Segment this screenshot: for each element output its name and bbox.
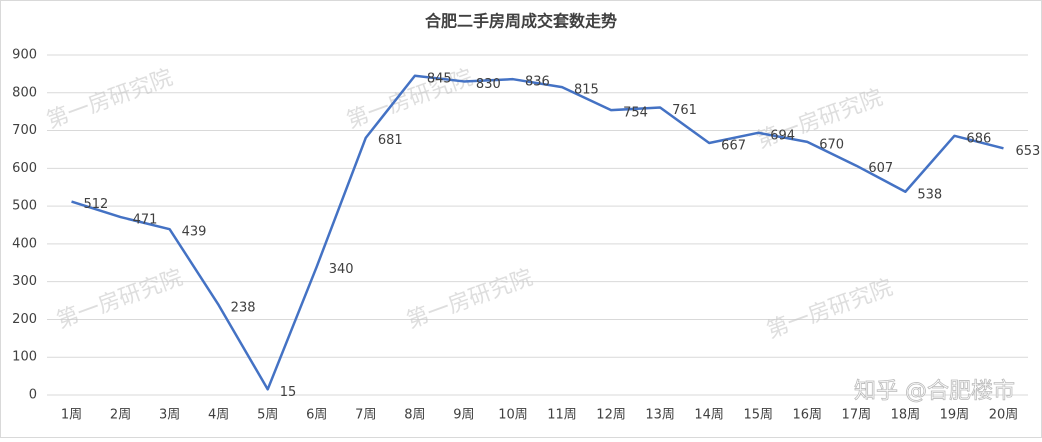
data-label: 340 <box>329 262 354 277</box>
y-tick-label: 900 <box>12 48 37 63</box>
data-label: 686 <box>966 131 991 146</box>
x-tick-label: 8周 <box>404 408 425 423</box>
y-tick-label: 500 <box>12 199 37 214</box>
x-tick-label: 1周 <box>61 408 82 423</box>
x-tick-label: 12周 <box>596 408 626 423</box>
y-tick-label: 400 <box>12 236 37 251</box>
x-tick-label: 3周 <box>159 408 180 423</box>
data-label: 238 <box>231 301 256 316</box>
y-tick-label: 200 <box>12 312 37 327</box>
data-label: 538 <box>917 187 942 202</box>
y-tick-label: 100 <box>12 350 37 365</box>
x-tick-label: 11周 <box>547 408 577 423</box>
x-tick-label: 17周 <box>842 408 872 423</box>
x-tick-label: 10周 <box>498 408 528 423</box>
data-label: 681 <box>378 133 403 148</box>
data-label: 761 <box>672 103 697 118</box>
y-tick-label: 600 <box>12 161 37 176</box>
x-tick-label: 16周 <box>793 408 823 423</box>
data-label: 694 <box>770 128 795 143</box>
x-tick-label: 15周 <box>743 408 773 423</box>
data-label: 439 <box>182 225 207 240</box>
x-tick-label: 13周 <box>645 408 675 423</box>
x-tick-label: 19周 <box>940 408 970 423</box>
y-tick-label: 0 <box>29 388 37 403</box>
data-label: 815 <box>574 83 599 98</box>
x-tick-label: 9周 <box>453 408 474 423</box>
y-tick-label: 700 <box>12 123 37 138</box>
x-tick-label: 6周 <box>306 408 327 423</box>
x-tick-label: 4周 <box>208 408 229 423</box>
x-tick-label: 20周 <box>989 408 1019 423</box>
x-tick-label: 7周 <box>355 408 376 423</box>
x-tick-label: 5周 <box>257 408 278 423</box>
x-tick-label: 14周 <box>694 408 724 423</box>
data-label: 15 <box>280 385 297 400</box>
data-label: 607 <box>868 161 893 176</box>
y-tick-label: 800 <box>12 85 37 100</box>
data-label: 667 <box>721 139 746 154</box>
data-label: 653 <box>1015 144 1040 159</box>
data-label: 670 <box>819 137 844 152</box>
x-tick-label: 2周 <box>110 408 131 423</box>
line-series <box>71 74 1004 391</box>
data-label: 830 <box>476 77 501 92</box>
credit: 知乎 @合肥楼市 <box>854 379 1015 404</box>
data-label: 754 <box>623 106 648 121</box>
data-label: 836 <box>525 75 550 90</box>
data-label: 471 <box>133 213 158 228</box>
data-label: 845 <box>427 71 452 86</box>
x-tick-label: 18周 <box>891 408 921 423</box>
data-label: 512 <box>84 197 109 212</box>
chart-title: 合肥二手房周成交套数走势 <box>425 12 617 31</box>
y-tick-label: 300 <box>12 274 37 289</box>
